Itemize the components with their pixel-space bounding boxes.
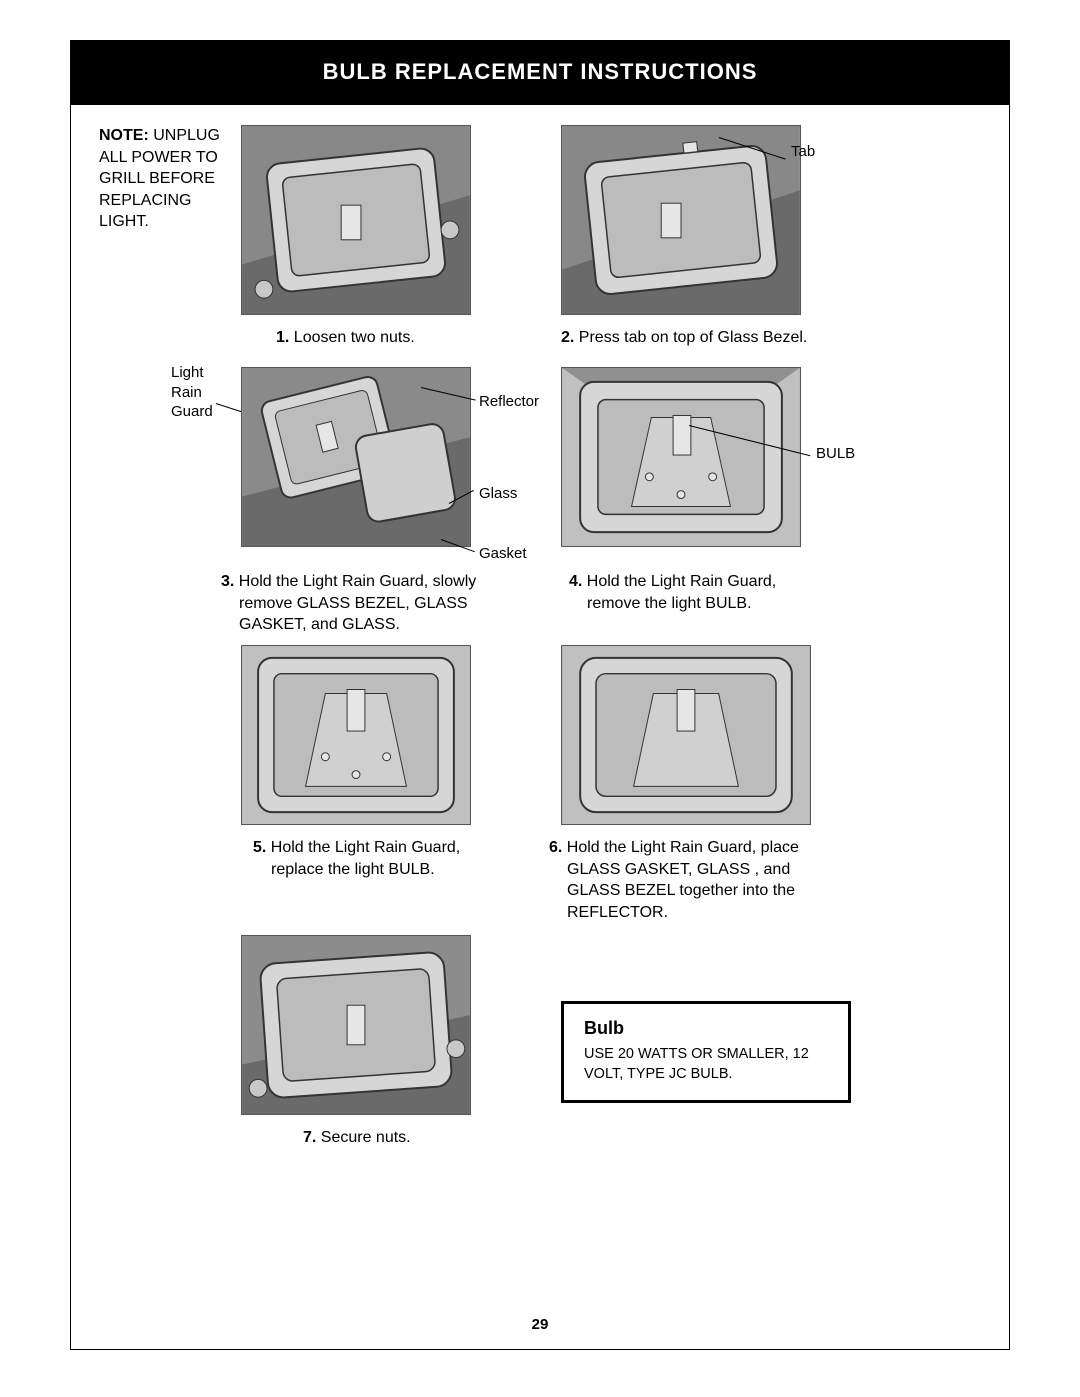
step-6-text-3: GLASS BEZEL together into the xyxy=(549,880,795,902)
page-frame: BULB REPLACEMENT INSTRUCTIONS NOTE: UNPL… xyxy=(70,40,1010,1350)
step-5-text-1: Hold the Light Rain Guard, xyxy=(266,839,460,856)
note-label: NOTE: xyxy=(99,127,149,144)
step-6-text-4: REFLECTOR. xyxy=(549,902,668,924)
callout-gasket: Gasket xyxy=(479,545,527,562)
step-6-num: 6. xyxy=(549,839,562,856)
callout-lrg-3: Guard xyxy=(171,403,213,420)
step-4-num: 4. xyxy=(569,573,582,590)
step-3-text-1: Hold the Light Rain Guard, slowly xyxy=(234,573,476,590)
callout-bulb: BULB xyxy=(816,445,855,462)
page-number: 29 xyxy=(71,1316,1009,1333)
step-3-num: 3. xyxy=(221,573,234,590)
figure-step-5 xyxy=(241,645,471,825)
content-area: NOTE: UNPLUG ALL POWER TO GRILL BEFORE R… xyxy=(71,105,1009,1345)
callout-lrg-2: Rain xyxy=(171,384,202,401)
callout-light-rain-guard: Light Rain Guard xyxy=(171,363,213,422)
caption-step-6: 6. Hold the Light Rain Guard, place GLAS… xyxy=(549,837,849,923)
figure-step-4 xyxy=(561,367,801,547)
figure-step-3 xyxy=(241,367,471,547)
step-6-text-2: GLASS GASKET, GLASS , and xyxy=(549,859,790,881)
step-6-text-1: Hold the Light Rain Guard, place xyxy=(562,839,799,856)
callout-lrg-1: Light xyxy=(171,364,204,381)
step-5-text-2: replace the light BULB. xyxy=(253,859,435,881)
callout-reflector: Reflector xyxy=(479,393,539,410)
note-block: NOTE: UNPLUG ALL POWER TO GRILL BEFORE R… xyxy=(99,125,239,233)
page-title: BULB REPLACEMENT INSTRUCTIONS xyxy=(71,41,1009,105)
caption-step-3: 3. Hold the Light Rain Guard, slowly rem… xyxy=(221,571,521,636)
step-3-text-2: remove GLASS BEZEL, GLASS xyxy=(221,593,468,615)
caption-step-4: 4. Hold the Light Rain Guard, remove the… xyxy=(569,571,849,614)
step-1-text: Loosen two nuts. xyxy=(289,329,414,346)
step-2-num: 2. xyxy=(561,329,574,346)
bulb-spec-box: Bulb USE 20 WATTS OR SMALLER, 12 VOLT, T… xyxy=(561,1001,851,1103)
step-4-text-1: Hold the Light Rain Guard, xyxy=(582,573,776,590)
caption-step-2: 2. Press tab on top of Glass Bezel. xyxy=(561,327,807,349)
caption-step-1: 1. Loosen two nuts. xyxy=(276,327,415,349)
bulb-box-text: USE 20 WATTS OR SMALLER, 12 VOLT, TYPE J… xyxy=(584,1045,828,1084)
step-4-text-2: remove the light BULB. xyxy=(569,593,752,615)
figure-step-6 xyxy=(561,645,811,825)
step-1-num: 1. xyxy=(276,329,289,346)
callout-tab: Tab xyxy=(791,143,815,160)
figure-step-1 xyxy=(241,125,471,315)
step-7-text: Secure nuts. xyxy=(316,1129,410,1146)
step-3-text-3: GASKET, and GLASS. xyxy=(221,614,400,636)
step-7-num: 7. xyxy=(303,1129,316,1146)
step-2-text: Press tab on top of Glass Bezel. xyxy=(574,329,807,346)
callout-glass: Glass xyxy=(479,485,517,502)
figure-step-2 xyxy=(561,125,801,315)
figure-step-7 xyxy=(241,935,471,1115)
caption-step-5: 5. Hold the Light Rain Guard, replace th… xyxy=(253,837,513,880)
step-5-num: 5. xyxy=(253,839,266,856)
caption-step-7: 7. Secure nuts. xyxy=(303,1127,411,1149)
bulb-box-title: Bulb xyxy=(584,1018,828,1039)
